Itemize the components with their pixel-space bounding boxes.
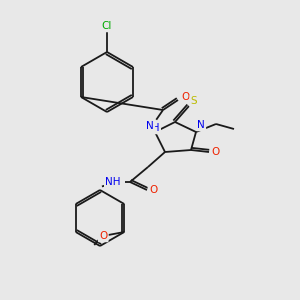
Text: NH: NH bbox=[105, 177, 121, 187]
Text: NH: NH bbox=[144, 123, 160, 133]
Text: O: O bbox=[212, 147, 220, 157]
Text: N: N bbox=[146, 121, 154, 131]
Text: O: O bbox=[99, 231, 107, 241]
Text: Cl: Cl bbox=[102, 21, 112, 31]
Text: N: N bbox=[197, 120, 205, 130]
Text: S: S bbox=[191, 96, 197, 106]
Text: O: O bbox=[181, 92, 189, 102]
Text: O: O bbox=[149, 185, 157, 195]
